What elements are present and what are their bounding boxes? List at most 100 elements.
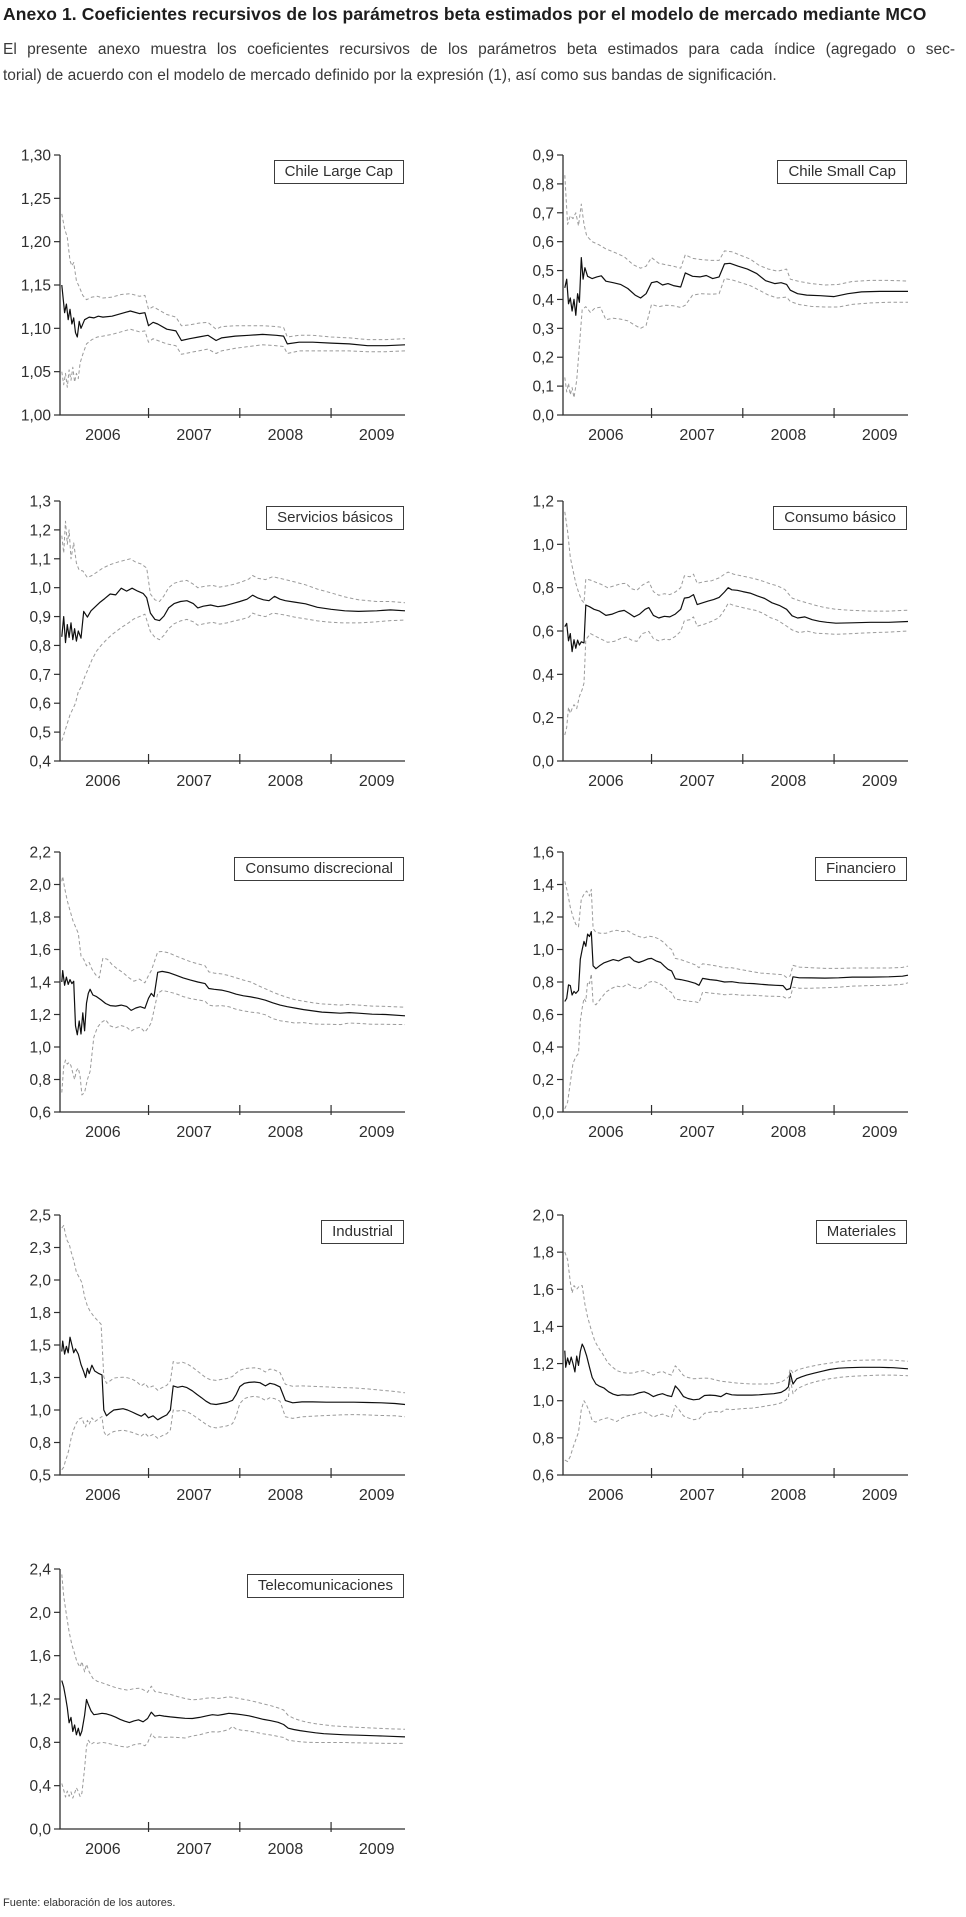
y-tick-label: 2,0 [29,877,51,894]
chart-title: Chile Small Cap [788,163,896,180]
axis [59,155,405,416]
y-tick-label: 1,5 [29,1338,51,1355]
x-tick-label: 2009 [359,1124,395,1141]
chart-title-box: Consumo discrecional [234,857,404,881]
y-tick-label: 0,8 [532,975,554,992]
y-tick-label: 0,4 [29,754,51,771]
x-tick-label: 2008 [268,427,304,444]
chart-title: Materiales [826,1223,896,1240]
y-tick-label: 0,3 [532,321,554,338]
line-chart-materiales: 2,0 1,8 1,6 1,4 1,2 1,0 0,8 0,6 2006 2007 2008 2009 [532,1208,909,1504]
x-tick-label: 2008 [268,1841,304,1858]
chart-panel-industrial: 2,5 2,3 2,0 1,8 1,5 1,3 1,0 0,8 0,5 2006 2007 2008 2… [0,1195,460,1535]
x-tick-label: 2007 [176,1487,212,1504]
lower-band-line [61,328,406,388]
axis [562,155,908,416]
beta-estimate-line [564,256,908,316]
lower-band-line [564,602,909,736]
y-tick-label: 1,8 [29,910,51,927]
y-tick-label: 0,6 [532,624,554,641]
lower-band-line [61,1395,406,1471]
y-tick-label: 1,3 [29,1370,51,1387]
lower-band-line [564,973,909,1109]
y-tick-label: 1,15 [21,278,51,295]
y-tick-label: 1,2 [532,910,554,927]
x-tick-label: 2008 [771,1487,807,1504]
x-tick-label: 2007 [176,773,212,790]
x-tick-label: 2008 [268,1487,304,1504]
chart-panel-servicios-basicos: 1,3 1,2 1,1 1,0 0,9 0,8 0,7 0,6 0,5 0,4 2006 2007 20… [0,481,460,821]
y-tick-label: 0,4 [29,1778,51,1795]
y-tick-label: 0,8 [29,1735,51,1752]
lower-band-line [61,989,406,1096]
y-tick-label: 1,6 [532,1282,554,1299]
beta-estimate-line [61,1680,406,1738]
y-tick-label: 2,2 [29,845,51,862]
intro-line-1: El presente anexo muestra los coeficient… [3,41,955,58]
y-tick-label: 1,4 [532,877,554,894]
y-tick-label: 1,2 [532,494,554,511]
x-tick-label: 2006 [85,773,121,790]
y-tick-label: 0,7 [532,205,554,222]
y-tick-label: 0,0 [29,1822,51,1839]
y-tick-label: 0,5 [29,725,51,742]
chart-title: Financiero [825,860,896,877]
y-tick-label: 2,4 [29,1562,51,1579]
y-tick-label: 0,0 [532,408,554,425]
y-tick-label: 0,5 [532,263,554,280]
y-tick-label: 1,05 [21,364,51,381]
y-tick-label: 1,6 [29,942,51,959]
y-tick-label: 0,1 [532,379,554,396]
chart-title-box: Financiero [814,857,907,881]
y-tick-label: 1,0 [29,580,51,597]
y-tick-label: 0,6 [29,1105,51,1122]
chart-title-box: Telecomunicaciones [246,1574,404,1598]
x-tick-label: 2007 [176,1124,212,1141]
y-tick-label: 1,2 [532,1356,554,1373]
x-tick-label: 2006 [588,1487,624,1504]
x-tick-label: 2006 [588,773,624,790]
chart-title-box: Servicios básicos [266,506,404,530]
chart-panel-telecomunicaciones: 2,4 2,0 1,6 1,2 0,8 0,4 0,0 2006 2007 2008 2009 Te… [0,1549,460,1889]
x-tick-label: 2008 [771,1124,807,1141]
x-tick-label: 2009 [359,427,395,444]
x-tick-label: 2009 [359,773,395,790]
y-tick-label: 1,25 [21,191,51,208]
line-chart-consumo-discrecional: 2,2 2,0 1,8 1,6 1,4 1,2 1,0 0,8 0,6 2006 2007 2008 2… [29,845,406,1141]
x-tick-label: 2007 [176,1841,212,1858]
axis [59,1569,405,1830]
x-tick-label: 2006 [588,1124,624,1141]
y-tick-label: 1,10 [21,321,52,338]
x-tick-label: 2006 [85,1124,121,1141]
y-tick-label: 0,2 [532,350,554,367]
y-tick-label: 1,0 [532,537,554,554]
chart-title: Chile Large Cap [284,163,393,180]
x-tick-label: 2009 [862,1124,898,1141]
x-tick-label: 2007 [176,427,212,444]
y-tick-label: 1,6 [29,1648,51,1665]
x-tick-label: 2006 [85,427,121,444]
source-note: Fuente: elaboración de los autores. [3,1897,176,1909]
x-tick-label: 2008 [771,773,807,790]
upper-band-line [564,1251,909,1385]
chart-title: Consumo básico [784,509,896,526]
x-tick-label: 2008 [268,773,304,790]
y-tick-label: 0,8 [29,1435,51,1452]
x-tick-label: 2009 [862,1487,898,1504]
y-tick-label: 0,5 [29,1468,51,1485]
axis [59,1215,405,1476]
upper-band-line [61,875,406,1008]
y-tick-label: 0,2 [532,1072,554,1089]
chart-title: Industrial [332,1223,393,1240]
y-tick-label: 0,6 [532,234,554,251]
chart-panel-materiales: 2,0 1,8 1,6 1,4 1,2 1,0 0,8 0,6 2006 2007 2008 2009… [503,1195,963,1535]
y-tick-label: 1,2 [29,522,51,539]
x-tick-label: 2006 [85,1487,121,1504]
y-tick-label: 2,0 [29,1605,51,1622]
line-chart-chile-large-cap: 1,30 1,25 1,20 1,15 1,10 1,05 1,00 2006 2007 2008… [21,148,406,444]
y-tick-label: 0,8 [532,176,554,193]
y-tick-label: 0,0 [532,1105,554,1122]
y-tick-label: 1,6 [532,845,554,862]
y-tick-label: 1,0 [29,1040,51,1057]
